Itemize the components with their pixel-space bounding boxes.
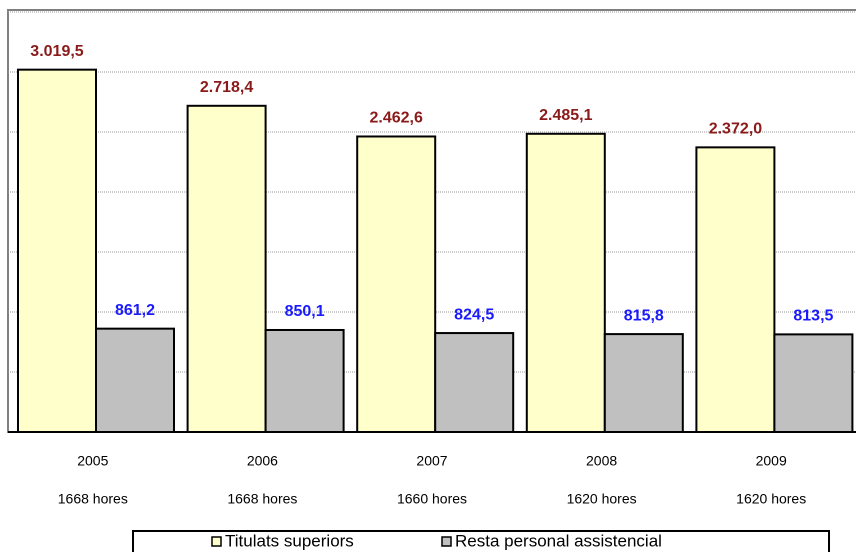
bar: [17, 68, 97, 433]
bar: [95, 327, 175, 434]
bar: [603, 333, 684, 434]
value-label: 824,5: [454, 306, 494, 323]
legend-label: Resta personal assistencial: [455, 531, 662, 550]
x-tick-label: 2006: [247, 453, 278, 469]
value-label: 2.372,0: [709, 121, 762, 138]
x-tick-label: 2005: [77, 453, 108, 469]
value-label: 815,8: [624, 307, 664, 324]
legend-label: Titulats superiors: [225, 531, 354, 550]
x-tick-note: 1620 hores: [567, 491, 637, 507]
value-label: 3.019,5: [30, 43, 83, 60]
bar: [356, 135, 437, 433]
x-tick-label: 2008: [586, 453, 617, 469]
bar: [434, 332, 515, 433]
x-tick-note: 1668 hores: [58, 491, 128, 507]
value-label: 2.485,1: [539, 107, 592, 124]
value-label: 850,1: [285, 303, 325, 320]
bar: [695, 146, 776, 434]
value-label: 2.718,4: [200, 79, 253, 96]
x-tick-label: 2007: [416, 453, 447, 469]
value-label: 813,5: [793, 308, 833, 325]
legend-swatch: [211, 536, 222, 547]
value-label: 2.462,6: [370, 110, 423, 127]
bar: [525, 132, 606, 433]
bar: [773, 333, 854, 434]
x-tick-note: 1668 hores: [227, 491, 297, 507]
bar: [264, 328, 345, 434]
legend-swatch: [441, 536, 452, 547]
value-label: 861,2: [115, 302, 155, 319]
bar: [186, 104, 267, 434]
x-tick-note: 1660 hores: [397, 491, 467, 507]
x-tick-label: 2009: [756, 453, 787, 469]
legend-box: [132, 530, 830, 552]
x-tick-note: 1620 hores: [736, 491, 806, 507]
